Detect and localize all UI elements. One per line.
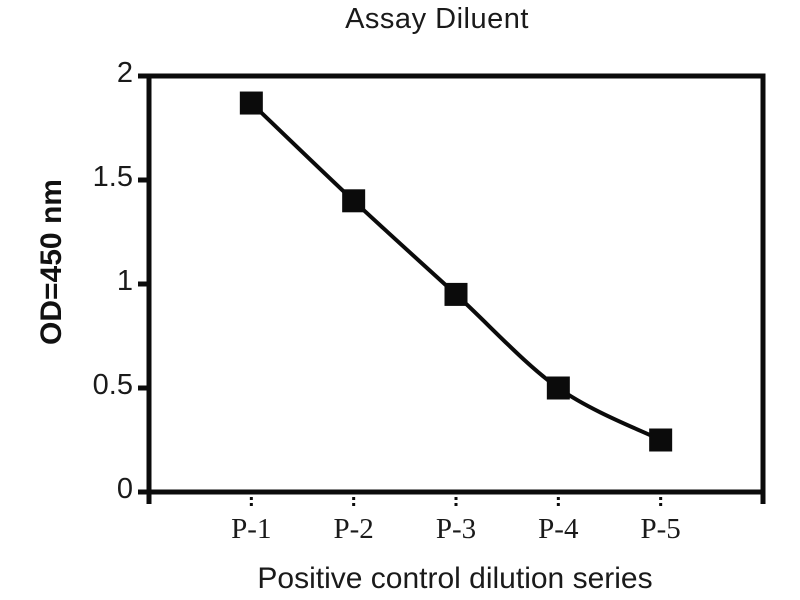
chart-title: Assay Diluent: [345, 3, 529, 35]
y-axis-tick-label: 1: [117, 265, 133, 297]
data-point-marker: [546, 376, 570, 400]
data-point-marker: [342, 189, 366, 213]
x-axis-tick-label: P-5: [641, 513, 681, 545]
x-axis-tick-label: P-1: [231, 513, 271, 545]
y-axis-tick-label: 2: [117, 57, 133, 89]
data-point-marker: [649, 428, 673, 452]
data-point-marker: [239, 91, 263, 115]
data-line: [249, 101, 662, 442]
y-axis-tick-label: 0: [117, 473, 133, 505]
y-axis-tick-label: 0.5: [93, 369, 133, 401]
y-axis-tick-label: 1.5: [93, 161, 133, 193]
x-axis-tick-label: P-4: [538, 513, 579, 545]
data-point-marker: [444, 282, 468, 306]
x-axis-title: Positive control dilution series: [257, 562, 653, 595]
x-axis-tick-label: P-2: [334, 513, 374, 545]
x-axis-tick-label: P-3: [436, 513, 476, 545]
